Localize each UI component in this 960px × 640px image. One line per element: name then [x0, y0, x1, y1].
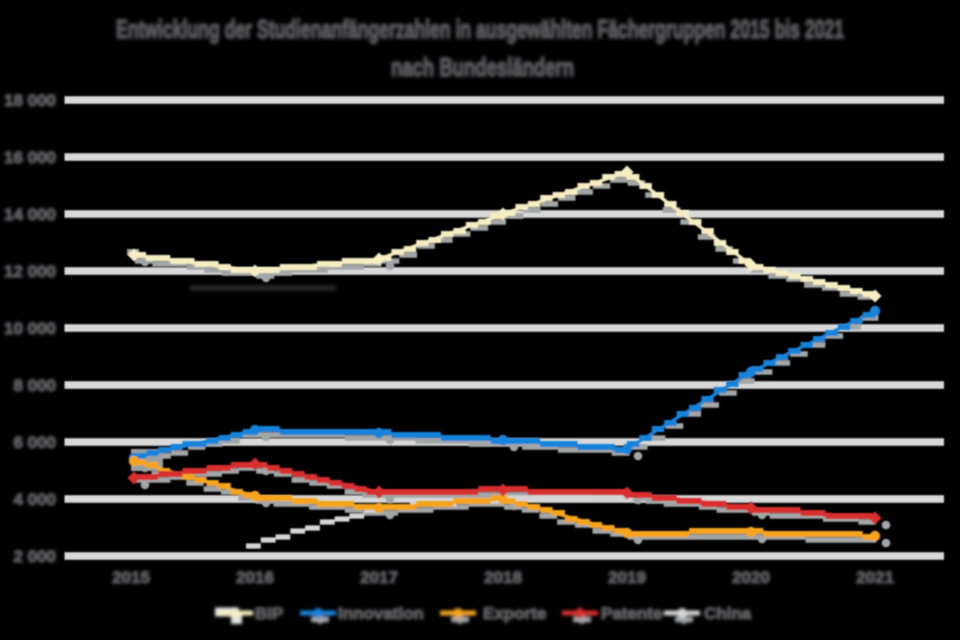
svg-text:2016: 2016 [236, 568, 274, 587]
svg-text:2015: 2015 [112, 568, 150, 587]
svg-text:2020: 2020 [732, 568, 770, 587]
svg-text:2 000: 2 000 [13, 547, 56, 566]
svg-text:12 000: 12 000 [4, 262, 56, 281]
svg-text:8 000: 8 000 [13, 376, 56, 395]
svg-text:4 000: 4 000 [13, 490, 56, 509]
svg-text:16 000: 16 000 [4, 148, 56, 167]
svg-text:18 000: 18 000 [4, 91, 56, 110]
svg-text:BIP: BIP [255, 604, 283, 623]
svg-text:2018: 2018 [484, 568, 522, 587]
svg-text:Patente: Patente [601, 604, 662, 623]
svg-text:nach Bundesländern: nach Bundesländern [391, 52, 574, 82]
svg-text:China: China [704, 604, 752, 623]
svg-text:Entwicklung der Studienanfänge: Entwicklung der Studienanfängerzahlen in… [116, 14, 844, 44]
svg-text:2017: 2017 [360, 568, 398, 587]
svg-text:6 000: 6 000 [13, 433, 56, 452]
svg-text:14 000: 14 000 [4, 205, 56, 224]
svg-text:Exporte: Exporte [483, 604, 546, 623]
svg-text:10 000: 10 000 [4, 319, 56, 338]
svg-text:Innovation: Innovation [338, 604, 424, 623]
svg-text:2021: 2021 [856, 568, 894, 587]
svg-text:2019: 2019 [608, 568, 646, 587]
